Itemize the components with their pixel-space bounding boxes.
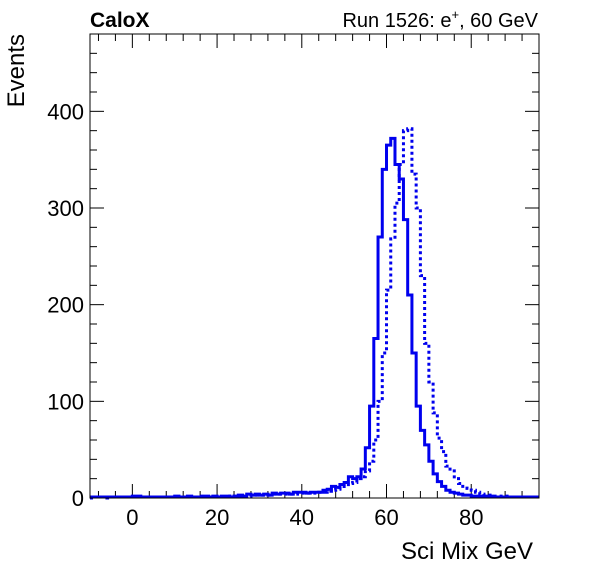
x-tick-label: 40 (290, 505, 314, 530)
plot-frame (89, 33, 540, 499)
histogram-series-dotted (90, 127, 539, 500)
histogram-series-solid (90, 136, 539, 499)
y-tick-label: 200 (47, 293, 84, 318)
y-axis-title: Events (3, 34, 30, 107)
y-tick-label: 400 (47, 99, 84, 124)
x-tick-label: 20 (205, 505, 229, 530)
x-tick-label: 80 (459, 505, 483, 530)
run-label: Run 1526: e+, 60 GeV (342, 7, 538, 32)
axis-ticks: 0 20 40 60 80 0 100 200 300 400 (47, 33, 540, 530)
x-tick-label: 0 (126, 505, 138, 530)
y-tick-label: 300 (47, 196, 84, 221)
x-tick-label: 60 (374, 505, 398, 530)
y-tick-label: 0 (72, 486, 84, 511)
x-axis-title: Sci Mix GeV (401, 538, 533, 565)
y-tick-label: 100 (47, 389, 84, 414)
experiment-label: CaloX (90, 9, 150, 32)
histogram-series (90, 127, 539, 500)
